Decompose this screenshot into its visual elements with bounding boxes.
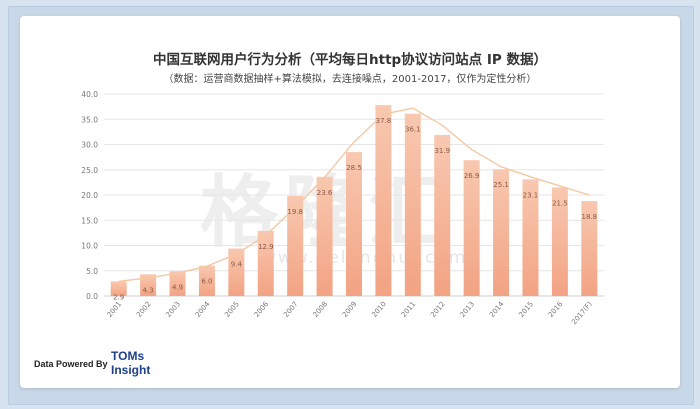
x-tick-label: 2003 xyxy=(164,300,182,319)
data-label: 37.8 xyxy=(376,117,392,125)
bar xyxy=(169,271,186,296)
bar xyxy=(140,274,157,296)
bar xyxy=(346,152,362,296)
data-powered-by-label: Data Powered By xyxy=(34,359,108,369)
data-label: 18.8 xyxy=(581,213,597,221)
x-tick-label: 2012 xyxy=(429,300,447,319)
y-tick-label: 10.0 xyxy=(81,242,98,251)
y-tick-label: 15.0 xyxy=(81,216,98,225)
data-label: 4.3 xyxy=(143,286,154,294)
data-label: 4.9 xyxy=(172,283,183,291)
bar xyxy=(522,179,539,296)
bar xyxy=(463,160,480,296)
bar xyxy=(228,248,245,296)
x-tick-label: 2013 xyxy=(459,300,477,319)
data-label: 28.5 xyxy=(346,164,362,172)
y-tick-label: 5.0 xyxy=(86,267,98,276)
y-tick-label: 0.0 xyxy=(86,292,98,301)
bar xyxy=(287,196,304,296)
bar xyxy=(404,113,421,296)
data-label: 26.9 xyxy=(464,172,480,180)
chart-subtitle: （数据：运营商数据抽样+算法模拟，去连接噪点，2001-2017，仅作为定性分析… xyxy=(163,74,537,85)
bar xyxy=(257,230,274,296)
y-tick-label: 40.0 xyxy=(81,90,98,99)
x-tick-label: 2004 xyxy=(194,300,212,319)
trend-line xyxy=(118,107,590,283)
bar xyxy=(110,281,127,296)
data-label: 36.1 xyxy=(405,126,421,134)
bar xyxy=(434,134,451,296)
x-tick-label: 2015 xyxy=(517,300,535,319)
data-label: 2.9 xyxy=(113,293,124,301)
data-label: 9.4 xyxy=(231,261,243,269)
x-tick-label: 2001 xyxy=(106,300,124,319)
y-tick-label: 35.0 xyxy=(81,115,98,124)
x-tick-label: 2009 xyxy=(341,300,359,319)
data-label: 23.6 xyxy=(317,189,333,197)
x-tick-label: 2002 xyxy=(135,300,153,319)
brand-line-1: TOMs xyxy=(111,349,145,363)
data-label: 6.0 xyxy=(201,278,212,286)
x-tick-label: 2011 xyxy=(400,300,418,319)
x-tick-label: 2017(F) xyxy=(570,300,594,326)
x-tick-label: 2006 xyxy=(253,300,271,319)
bar xyxy=(581,201,598,296)
y-tick-label: 20.0 xyxy=(81,191,98,200)
x-tick-label: 2010 xyxy=(370,300,388,319)
bar xyxy=(493,169,510,296)
data-label: 21.5 xyxy=(552,199,568,207)
x-tick-label: 2007 xyxy=(282,300,300,319)
data-label: 25.1 xyxy=(493,181,509,189)
toms-insight-logo: TOMs Insight xyxy=(111,349,150,377)
y-tick-label: 30.0 xyxy=(81,141,98,150)
bar xyxy=(198,265,215,296)
data-label: 19.8 xyxy=(287,208,303,216)
x-tick-label: 2005 xyxy=(223,300,241,319)
data-label: 12.9 xyxy=(258,243,274,251)
brand-line-2: Insight xyxy=(111,363,151,377)
data-label: 31.9 xyxy=(434,147,450,155)
y-tick-label: 25.0 xyxy=(81,166,98,175)
data-label: 23.1 xyxy=(523,191,539,199)
x-tick-label: 2008 xyxy=(312,300,330,319)
bar xyxy=(316,176,333,296)
chart-title: 中国互联网用户行为分析（平均每日http协议访问站点 IP 数据） xyxy=(153,52,547,68)
bar xyxy=(551,187,568,296)
bar xyxy=(375,105,392,296)
x-tick-label: 2016 xyxy=(547,300,565,319)
x-tick-label: 2014 xyxy=(488,300,506,319)
